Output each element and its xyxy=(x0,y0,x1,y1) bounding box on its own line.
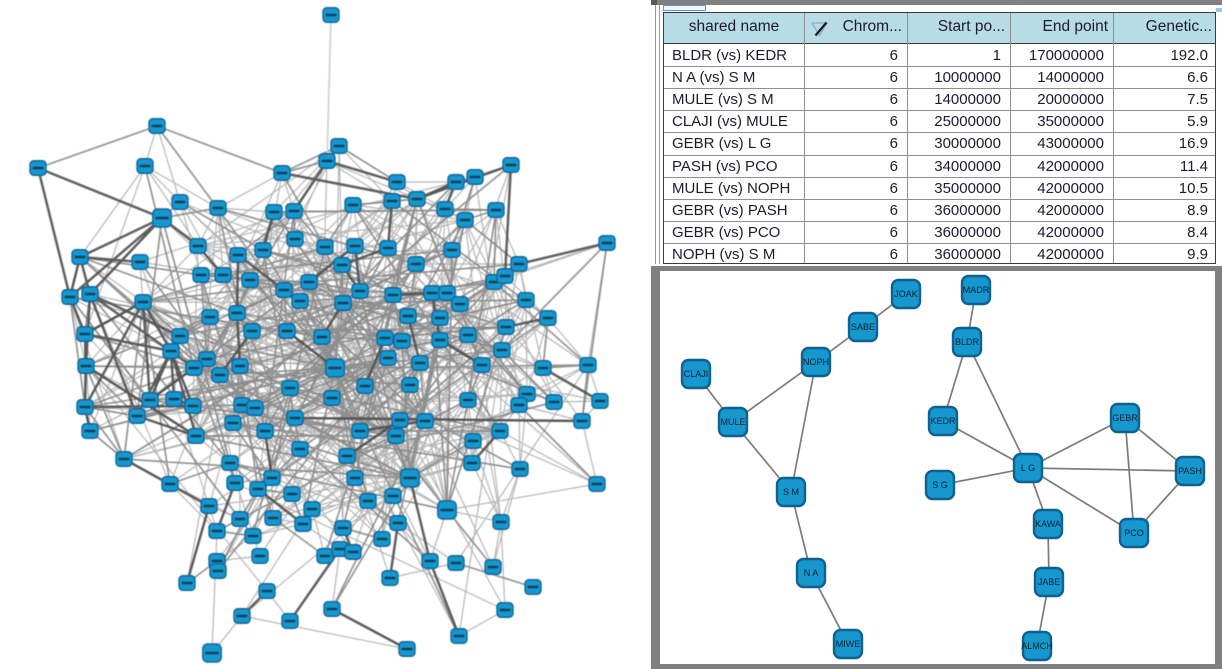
svg-text:S G: S G xyxy=(932,480,948,490)
svg-text:JOAK: JOAK xyxy=(894,289,918,299)
svg-text:ALMCH: ALMCH xyxy=(1021,641,1053,651)
svg-text:SABE: SABE xyxy=(851,322,875,332)
svg-text:MIWE: MIWE xyxy=(836,639,861,649)
svg-text:MADR: MADR xyxy=(963,285,990,295)
svg-text:L G: L G xyxy=(1021,463,1035,473)
svg-text:NOPH: NOPH xyxy=(803,357,829,367)
svg-text:PASH: PASH xyxy=(1178,466,1202,476)
svg-text:N A: N A xyxy=(804,568,819,578)
svg-text:S M: S M xyxy=(783,487,799,497)
svg-text:MULE: MULE xyxy=(720,417,745,427)
svg-text:PCO: PCO xyxy=(1124,528,1144,538)
svg-text:BLDR: BLDR xyxy=(955,337,980,347)
svg-text:CLAJI: CLAJI xyxy=(684,369,709,379)
svg-text:KEDR: KEDR xyxy=(930,416,956,426)
svg-text:GEBR: GEBR xyxy=(1112,413,1138,423)
svg-text:KAWA: KAWA xyxy=(1035,519,1061,529)
svg-text:JABE: JABE xyxy=(1038,577,1061,587)
